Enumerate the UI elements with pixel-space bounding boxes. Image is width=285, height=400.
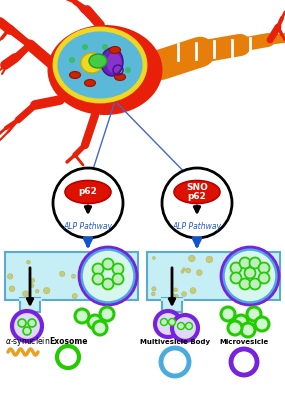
Circle shape [178, 322, 184, 330]
Circle shape [81, 249, 135, 303]
Circle shape [234, 315, 248, 329]
Circle shape [69, 57, 75, 63]
Ellipse shape [174, 180, 220, 204]
Circle shape [89, 284, 95, 290]
Circle shape [103, 258, 113, 270]
Circle shape [113, 264, 123, 274]
Circle shape [93, 321, 107, 335]
Circle shape [88, 257, 92, 260]
Circle shape [239, 278, 251, 290]
Circle shape [231, 272, 241, 284]
Circle shape [93, 274, 103, 284]
Ellipse shape [65, 180, 111, 204]
Circle shape [223, 249, 277, 303]
Circle shape [12, 311, 42, 341]
Circle shape [113, 274, 123, 284]
Circle shape [7, 274, 13, 279]
Circle shape [231, 262, 241, 274]
Circle shape [23, 327, 31, 335]
Circle shape [155, 311, 181, 337]
Circle shape [23, 291, 28, 297]
Bar [162, 298, 182, 312]
Circle shape [168, 318, 176, 326]
Ellipse shape [89, 54, 107, 68]
Circle shape [255, 317, 269, 331]
Circle shape [152, 256, 155, 260]
Circle shape [221, 307, 235, 321]
Bar [147, 252, 280, 300]
Ellipse shape [55, 29, 145, 101]
Circle shape [9, 286, 15, 292]
Circle shape [247, 307, 261, 321]
Circle shape [245, 268, 255, 278]
Text: ALP Pathway: ALP Pathway [172, 222, 221, 231]
Circle shape [186, 268, 191, 273]
Ellipse shape [107, 53, 121, 73]
Circle shape [190, 288, 196, 294]
Circle shape [231, 349, 257, 375]
Text: p62: p62 [79, 188, 97, 196]
Circle shape [102, 44, 108, 50]
Circle shape [152, 287, 156, 291]
Circle shape [172, 294, 176, 298]
Ellipse shape [101, 48, 123, 76]
Circle shape [28, 319, 36, 327]
Ellipse shape [48, 25, 162, 115]
Circle shape [30, 284, 34, 288]
Text: Multivesicle Body: Multivesicle Body [140, 339, 210, 345]
Ellipse shape [84, 80, 95, 86]
Text: $\alpha$-synuclein: $\alpha$-synuclein [5, 336, 50, 348]
Circle shape [258, 262, 270, 274]
Circle shape [75, 309, 89, 323]
Circle shape [188, 255, 195, 262]
Circle shape [31, 278, 35, 282]
Circle shape [249, 278, 260, 290]
Circle shape [27, 260, 30, 264]
Circle shape [172, 315, 198, 341]
Circle shape [241, 323, 255, 337]
Circle shape [175, 294, 178, 297]
Circle shape [249, 258, 260, 268]
Text: Microvesicle: Microvesicle [219, 339, 269, 345]
Circle shape [181, 270, 184, 273]
Circle shape [151, 292, 155, 296]
Circle shape [174, 288, 178, 292]
Circle shape [84, 275, 89, 280]
Circle shape [186, 322, 192, 330]
Text: ALP Pathway: ALP Pathway [64, 222, 113, 231]
Circle shape [182, 268, 186, 271]
Circle shape [57, 346, 79, 368]
Circle shape [93, 264, 103, 274]
Bar [20, 298, 40, 312]
Bar [5, 252, 138, 300]
Circle shape [100, 307, 114, 321]
Circle shape [196, 270, 202, 276]
Circle shape [182, 292, 186, 296]
Circle shape [43, 288, 50, 294]
Circle shape [228, 321, 242, 335]
Circle shape [161, 348, 189, 376]
Circle shape [60, 271, 65, 276]
Circle shape [160, 318, 168, 326]
Ellipse shape [115, 74, 125, 80]
Circle shape [18, 319, 26, 327]
Circle shape [162, 168, 232, 238]
Ellipse shape [70, 72, 80, 78]
Circle shape [82, 44, 88, 50]
Ellipse shape [81, 53, 103, 73]
Text: Exosome: Exosome [49, 338, 87, 346]
Circle shape [125, 67, 131, 73]
Circle shape [258, 272, 270, 284]
Circle shape [88, 315, 102, 329]
Circle shape [35, 290, 39, 293]
Circle shape [53, 168, 123, 238]
Circle shape [206, 256, 213, 263]
Circle shape [72, 274, 76, 278]
Circle shape [239, 258, 251, 268]
Circle shape [72, 294, 77, 299]
Text: SNO
p62: SNO p62 [186, 183, 208, 201]
Ellipse shape [109, 46, 121, 54]
Circle shape [103, 278, 113, 290]
